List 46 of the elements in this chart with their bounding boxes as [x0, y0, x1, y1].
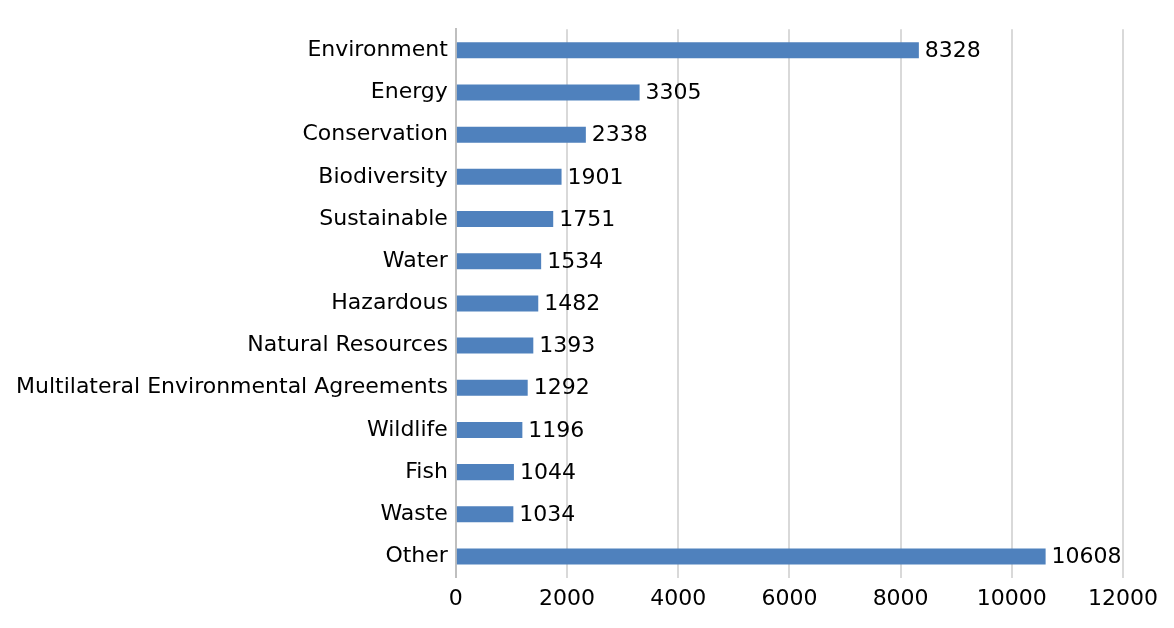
y-tick-label: Fish — [405, 457, 448, 483]
y-tick-label: Natural Resources — [247, 331, 448, 357]
y-tick-label: Water — [382, 246, 449, 272]
x-tick-label: 6000 — [761, 584, 818, 610]
x-tick-label: 10000 — [976, 584, 1047, 610]
data-label: 2338 — [591, 121, 648, 147]
data-label: 1196 — [528, 416, 585, 442]
data-label: 3305 — [645, 79, 702, 105]
data-label: 1292 — [533, 374, 590, 400]
bar — [456, 506, 514, 523]
data-label: 1044 — [519, 458, 576, 484]
y-tick-label: Multilateral Environmental Agreements — [15, 373, 448, 399]
x-tick-label: 2000 — [539, 584, 596, 610]
bar — [456, 42, 919, 59]
bar — [456, 464, 514, 481]
y-tick-label: Environment — [307, 36, 449, 62]
x-tick-label: 4000 — [650, 584, 707, 610]
y-tick-label: Conservation — [302, 120, 448, 146]
data-label: 1901 — [567, 163, 624, 189]
data-label: 1034 — [519, 501, 576, 527]
bar — [456, 548, 1046, 565]
x-tick-label: 8000 — [872, 584, 929, 610]
data-label: 1534 — [547, 247, 604, 273]
data-label: 1482 — [544, 290, 601, 316]
y-tick-label: Hazardous — [331, 289, 448, 315]
y-tick-label: Wildlife — [366, 415, 448, 441]
bar — [456, 421, 523, 438]
data-label: 1751 — [559, 205, 616, 231]
x-tick-label: 0 — [448, 584, 463, 610]
bar — [456, 126, 586, 143]
bar — [456, 295, 539, 312]
bar — [456, 168, 562, 185]
y-tick-label: Waste — [380, 500, 448, 526]
y-tick-label: Sustainable — [319, 204, 448, 230]
x-tick-label: 12000 — [1088, 584, 1159, 610]
y-tick-label: Energy — [370, 78, 448, 104]
data-label: 10608 — [1051, 543, 1122, 569]
bar — [456, 337, 534, 354]
data-label: 1393 — [539, 332, 596, 358]
bar — [456, 84, 640, 101]
y-tick-label: Other — [385, 542, 449, 568]
bar — [456, 253, 542, 270]
bar — [456, 379, 528, 396]
y-tick-label: Biodiversity — [318, 162, 448, 188]
bar — [456, 211, 554, 228]
data-label: 8328 — [924, 37, 981, 63]
